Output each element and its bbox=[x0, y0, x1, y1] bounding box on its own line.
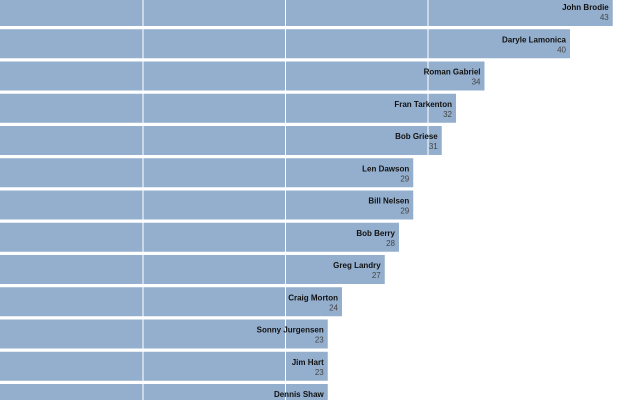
bar-name-label: Craig Morton bbox=[288, 293, 338, 302]
bar-name-label: Fran Tarkenton bbox=[394, 100, 452, 109]
bar-name-label: Bill Nelsen bbox=[368, 197, 409, 206]
bar-name-label: Bob Berry bbox=[356, 229, 395, 238]
bar-name-label: Sonny Jurgensen bbox=[257, 326, 324, 335]
bar-value-label: 23 bbox=[315, 368, 324, 377]
bar-name-label: Greg Landry bbox=[333, 261, 381, 270]
bar-value-label: 24 bbox=[329, 303, 338, 312]
bar-value-label: 34 bbox=[472, 78, 481, 87]
bar-name-label: Daryle Lamonica bbox=[502, 35, 567, 44]
bar-value-label: 28 bbox=[386, 239, 395, 248]
bar-john-brodie bbox=[0, 0, 613, 26]
bar-value-label: 43 bbox=[600, 13, 609, 22]
bar-dennis-shaw bbox=[0, 384, 328, 400]
bar-name-label: Bob Griese bbox=[395, 132, 438, 141]
bars-layer bbox=[0, 0, 613, 400]
bar-value-label: 29 bbox=[400, 174, 409, 183]
bar-roman-gabriel bbox=[0, 61, 485, 91]
bar-len-dawson bbox=[0, 158, 414, 188]
bar-value-label: 27 bbox=[372, 271, 381, 280]
bar-fran-tarkenton bbox=[0, 93, 456, 123]
gridlines-layer bbox=[142, 0, 429, 400]
bar-jim-hart bbox=[0, 351, 328, 381]
bar-greg-landry bbox=[0, 255, 385, 284]
bar-value-label: 32 bbox=[443, 110, 452, 119]
bar-value-label: 29 bbox=[400, 207, 409, 216]
bar-bill-nelsen bbox=[0, 190, 414, 220]
bar-bob-griese bbox=[0, 126, 442, 155]
bar-name-label: Dennis Shaw bbox=[274, 390, 325, 399]
bar-value-label: 23 bbox=[315, 336, 324, 345]
bar-value-label: 40 bbox=[557, 45, 566, 54]
bar-value-label: 31 bbox=[429, 142, 438, 151]
bar-name-label: Roman Gabriel bbox=[424, 68, 481, 77]
bar-bob-berry bbox=[0, 222, 399, 252]
bar-name-label: Jim Hart bbox=[292, 358, 324, 367]
bar-sonny-jurgensen bbox=[0, 319, 328, 349]
bar-name-label: John Brodie bbox=[562, 3, 609, 12]
bar-name-label: Len Dawson bbox=[362, 164, 409, 173]
